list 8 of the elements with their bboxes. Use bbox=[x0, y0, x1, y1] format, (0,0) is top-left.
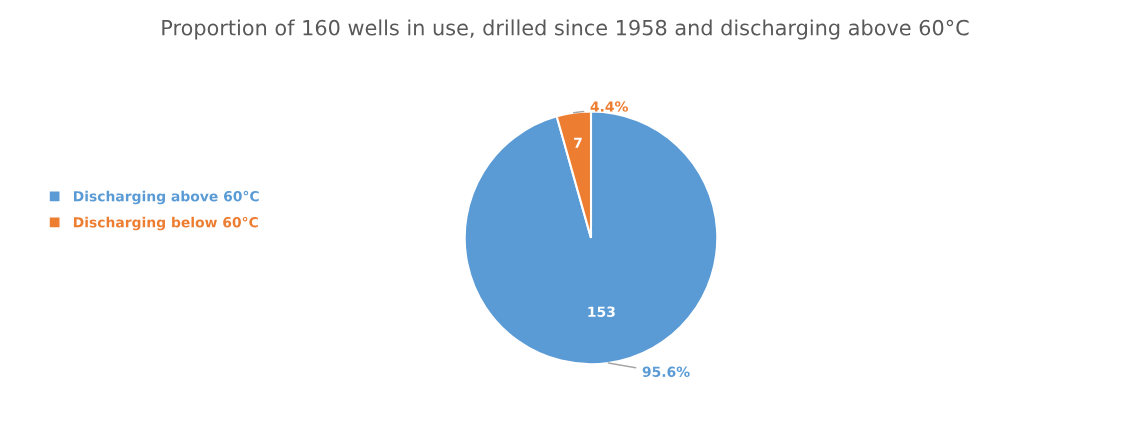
text: 95.6% bbox=[642, 366, 690, 378]
chart-title: Proportion of 160 wells in use, drilled since 1958 and discharging above 60°C bbox=[162, 19, 969, 40]
pie-slice bbox=[463, 110, 719, 366]
data-label: 7 bbox=[574, 137, 582, 148]
legend-label: Discharging below 60°C bbox=[73, 216, 258, 231]
legend-label: Discharging above 60°C bbox=[73, 190, 259, 205]
text: 4.4% bbox=[590, 101, 628, 112]
data-label: 153 bbox=[588, 306, 615, 317]
